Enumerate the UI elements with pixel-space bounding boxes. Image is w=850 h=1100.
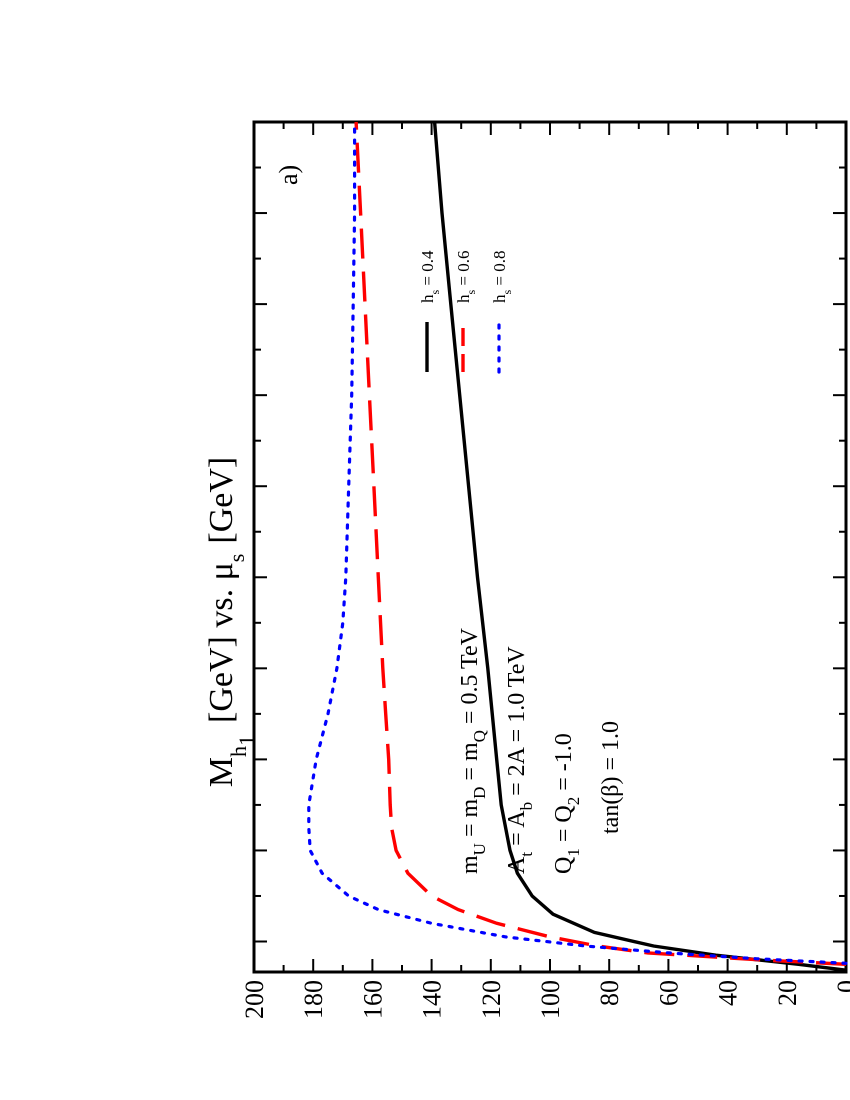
parameter-line-2: At = Ab = 2A = 1.0 TeV	[504, 646, 536, 874]
y-tick-label: 180	[299, 980, 328, 1019]
axis-ticks	[253, 121, 847, 972]
y-tick-label: 100	[536, 980, 565, 1019]
parameter-line-4: tan(β) = 1.0	[598, 721, 624, 834]
chart-title: Mh1[GeV] vs. μs[GeV]	[203, 457, 259, 787]
panel-label: a)	[274, 165, 303, 185]
legend-label-1: hs = 0.4	[418, 250, 442, 303]
series-layer	[307, 120, 848, 972]
y-tick-label: 40	[714, 980, 743, 1006]
legend-label-3: hs = 0.8	[490, 250, 514, 303]
legend: hs = 0.4 hs = 0.6 hs = 0.8	[418, 250, 514, 374]
parameter-line-3: Q1 = Q2 = -1.0	[551, 733, 583, 874]
parameter-line-1: mU = mD = mQ = 0.5 TeV	[457, 627, 489, 874]
y-tick-label: 120	[477, 980, 506, 1019]
series-line-2	[354, 121, 847, 966]
y-tick-label: 80	[595, 980, 624, 1006]
parameter-block: mU = mD = mQ = 0.5 TeV At = Ab = 2A = 1.0…	[457, 627, 624, 874]
legend-label-2: hs = 0.6	[454, 250, 478, 303]
y-tick-label: 20	[773, 980, 802, 1006]
y-tick-label: 160	[358, 980, 387, 1019]
series-line-1	[432, 121, 847, 972]
y-tick-label: 60	[654, 980, 683, 1006]
y-tick-label: 0	[832, 980, 850, 993]
plot-frame	[252, 120, 848, 974]
tick-labels: 2004006008001000120014001600180020000204…	[240, 980, 850, 1019]
y-tick-label: 200	[240, 980, 269, 1019]
series-line-3	[307, 120, 848, 965]
y-tick-label: 140	[418, 980, 447, 1019]
